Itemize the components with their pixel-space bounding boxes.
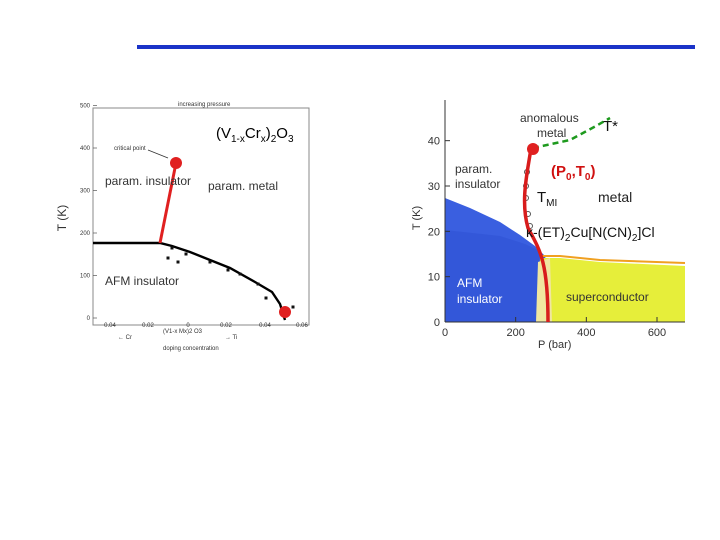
left-data-marker [166,256,170,260]
left-data-marker [184,252,188,256]
left-x-tick-label: 0.02 [142,323,154,329]
left-red-line [158,162,178,244]
sc-boundary [540,255,686,264]
left-y-tick-label: 400 [80,146,91,152]
left-y-tick-label: 200 [80,231,91,237]
right-y-tick-label: 40 [428,136,440,148]
right-y-tick-label: 30 [428,181,440,193]
right-series [522,116,611,323]
right-region-superconductor: superconductor [566,290,649,304]
left-region-afm-insulator: AFM insulator [105,274,179,288]
tstar-series-line [532,116,611,150]
left-x-label: doping concentration [163,346,219,352]
left-x-tick-label: 0.04 [259,323,271,329]
left-x-ticks: 0.04 0.02 0 0.02 0.04 0.06 [104,323,308,329]
right-y-label: T (K) [411,206,423,230]
left-end-point [279,306,291,318]
left-x-tick-label: 0.02 [220,323,232,329]
right-region-afm-insulator-line2: insulator [457,292,502,306]
left-region-param-metal: param. metal [208,179,278,193]
critical-point-arrow [147,149,169,159]
left-series [93,157,295,321]
left-chart: increasing pressure (V1-xCrx)2O3 T (K) 0… [55,102,310,352]
right-x-tick-label: 200 [506,327,524,339]
critical-point-annotation: critical point [114,146,146,152]
left-data-marker [176,260,180,264]
superconductor-region [538,258,685,322]
material-label: κ-(ET)2Cu[N(CN)2]Cl [526,224,655,244]
param-insulator-line1: param. [455,162,492,176]
left-data-marker [208,260,212,264]
right-x-label: P (bar) [538,339,571,351]
left-top-axis-label: increasing pressure [178,102,231,108]
left-y-tick-label: 100 [80,274,91,280]
left-x-formula: (V1-x Mx)2 O3 [163,329,203,335]
left-data-marker [226,268,230,272]
right-critical-point [527,143,539,155]
left-data-marker [238,272,242,276]
tmi-series-line [522,147,550,323]
anomalous-line2: metal [537,126,566,140]
right-region-afm-insulator-line1: AFM [457,276,482,290]
left-x-tick-label: 0.04 [104,323,116,329]
right-y-tick-label: 20 [428,226,440,238]
title-underline [137,45,695,49]
left-y-ticks: 0 100 200 300 400 500 [80,104,97,322]
anomalous-metal-annotation: anomalous metal [520,111,579,140]
right-x-ticks: 0 200 400 600 [442,317,666,339]
left-x-direction-ti: → Ti [225,335,237,341]
left-y-tick-label: 500 [80,104,91,110]
right-y-ticks: 0 10 20 30 40 [428,136,450,329]
param-insulator-line2: insulator [455,177,500,191]
right-chart: 0 10 20 30 40 0 200 400 600 T (K) P (bar) param… [411,100,686,351]
left-phase-boundary [93,241,287,321]
right-y-tick-label: 10 [428,272,440,284]
anomalous-line1: anomalous [520,111,579,125]
left-data-marker [170,246,174,250]
left-x-tick-label: 0 [186,323,190,329]
left-data-marker [256,282,260,286]
left-y-label: T (K) [55,205,69,231]
right-region-metal: metal [598,189,632,205]
right-x-tick-label: 400 [577,327,595,339]
critical-point-p0t0: (P0,T0) [551,163,595,183]
right-x-tick-label: 600 [648,327,666,339]
left-plot-frame [92,107,310,326]
left-x-direction-cr: ← Cr [118,335,132,341]
right-region-param-insulator: param. insulator [455,162,500,191]
afm-insulator-shade [445,230,540,322]
left-data-marker [291,305,295,309]
left-data-marker [264,296,268,300]
left-critical-point [170,157,182,169]
left-x-tick-label: 0.06 [296,323,308,329]
left-region-param-insulator: param. insulator [105,174,191,188]
left-y-tick-label: 0 [87,316,91,322]
tstar-annotation: T* [603,118,618,135]
left-y-tick-label: 300 [80,189,91,195]
right-y-tick-label: 0 [434,317,440,329]
right-x-tick-label: 0 [442,327,448,339]
